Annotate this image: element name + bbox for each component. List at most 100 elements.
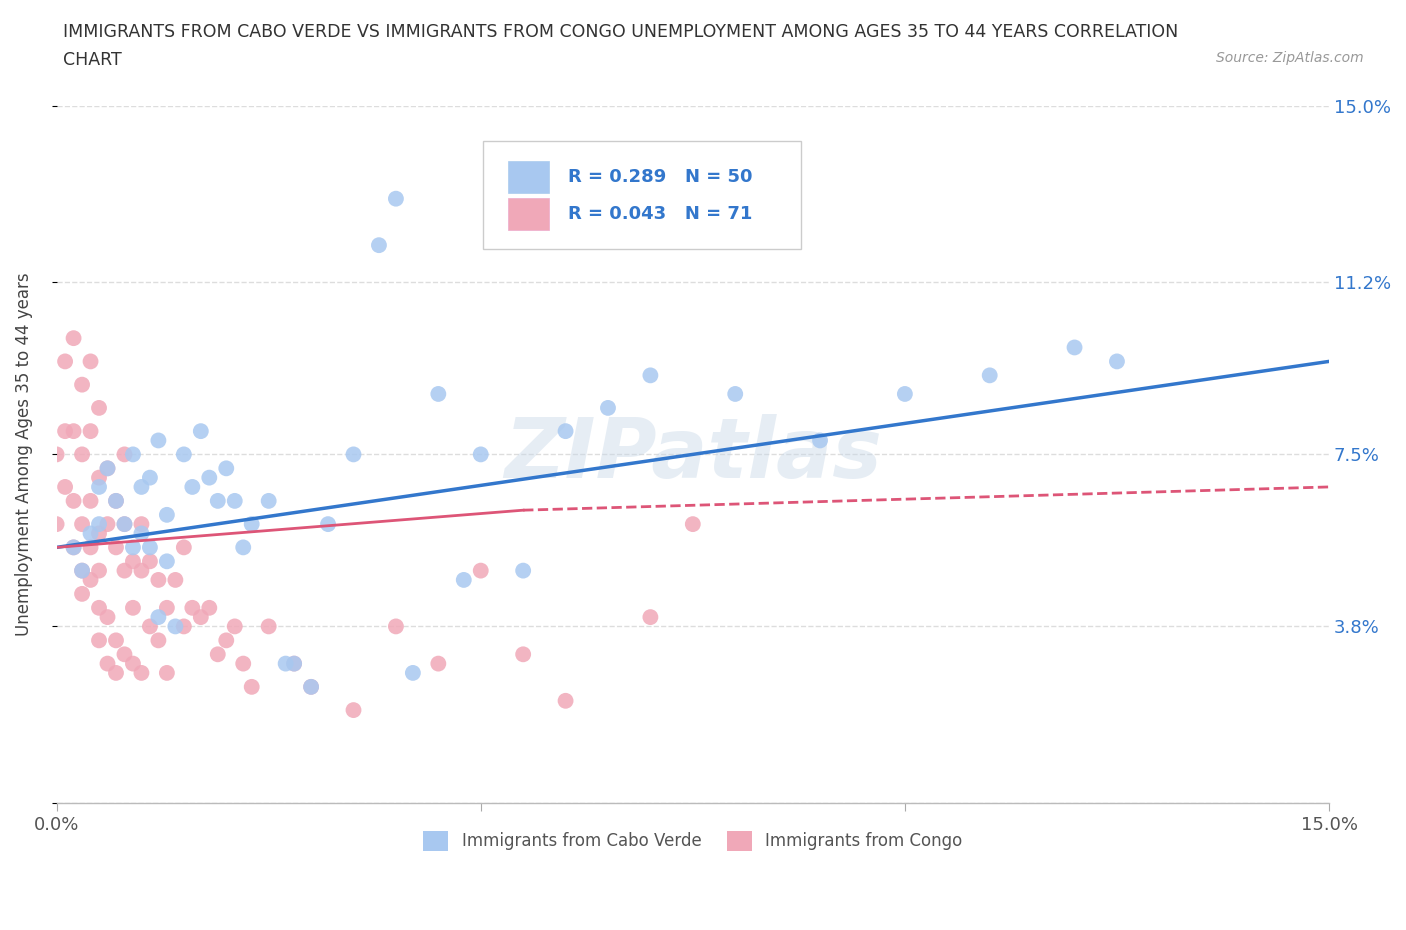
Point	[114, 447, 136, 462]
Point	[70, 587, 93, 602]
Point	[139, 619, 162, 634]
Point	[682, 517, 704, 532]
FancyBboxPatch shape	[482, 140, 801, 248]
Point	[96, 657, 118, 671]
Point	[104, 540, 127, 555]
Point	[181, 480, 204, 495]
Point	[190, 424, 212, 439]
Point	[283, 657, 305, 671]
Point	[156, 554, 179, 569]
Point	[640, 368, 662, 383]
Point	[257, 494, 280, 509]
Text: Source: ZipAtlas.com: Source: ZipAtlas.com	[1216, 51, 1364, 65]
Point	[96, 610, 118, 625]
Point	[62, 540, 84, 555]
Point	[79, 424, 101, 439]
Point	[79, 540, 101, 555]
Point	[62, 331, 84, 346]
Point	[316, 517, 339, 532]
Point	[53, 354, 76, 369]
Point	[139, 471, 162, 485]
Point	[156, 601, 179, 616]
Point	[114, 564, 136, 578]
Point	[1063, 340, 1085, 355]
Point	[70, 564, 93, 578]
Point	[122, 554, 145, 569]
Point	[427, 657, 450, 671]
Y-axis label: Unemployment Among Ages 35 to 44 years: Unemployment Among Ages 35 to 44 years	[15, 272, 32, 636]
Point	[198, 601, 221, 616]
Text: R = 0.043   N = 71: R = 0.043 N = 71	[568, 206, 752, 223]
Point	[181, 601, 204, 616]
Point	[640, 610, 662, 625]
Point	[104, 633, 127, 648]
Point	[470, 447, 492, 462]
Point	[87, 526, 110, 541]
Point	[240, 680, 263, 695]
Point	[402, 666, 425, 681]
Text: ZIPatlas: ZIPatlas	[503, 414, 882, 495]
Point	[299, 680, 322, 695]
Point	[96, 461, 118, 476]
Point	[87, 480, 110, 495]
Text: IMMIGRANTS FROM CABO VERDE VS IMMIGRANTS FROM CONGO UNEMPLOYMENT AMONG AGES 35 T: IMMIGRANTS FROM CABO VERDE VS IMMIGRANTS…	[63, 23, 1178, 41]
Text: CHART: CHART	[63, 51, 122, 69]
Point	[283, 657, 305, 671]
Point	[207, 494, 229, 509]
Point	[165, 619, 187, 634]
Point	[122, 657, 145, 671]
Point	[215, 461, 238, 476]
Point	[240, 517, 263, 532]
Point	[96, 517, 118, 532]
Point	[62, 494, 84, 509]
Point	[87, 564, 110, 578]
Point	[131, 526, 153, 541]
Point	[62, 540, 84, 555]
Point	[190, 610, 212, 625]
Point	[453, 573, 475, 588]
Point	[427, 387, 450, 402]
Point	[979, 368, 1001, 383]
Point	[385, 192, 408, 206]
Point	[512, 564, 534, 578]
Point	[894, 387, 917, 402]
Point	[122, 540, 145, 555]
Point	[131, 666, 153, 681]
Point	[173, 447, 195, 462]
Point	[342, 703, 364, 718]
Point	[224, 494, 246, 509]
Point	[165, 573, 187, 588]
Point	[87, 601, 110, 616]
Point	[224, 619, 246, 634]
Point	[724, 387, 747, 402]
Point	[45, 447, 67, 462]
Point	[198, 471, 221, 485]
Point	[53, 424, 76, 439]
Point	[114, 647, 136, 662]
Point	[104, 666, 127, 681]
Point	[156, 508, 179, 523]
Point	[470, 564, 492, 578]
Legend: Immigrants from Cabo Verde, Immigrants from Congo: Immigrants from Cabo Verde, Immigrants f…	[416, 824, 969, 857]
Point	[808, 433, 831, 448]
Point	[131, 517, 153, 532]
Point	[45, 517, 67, 532]
Point	[274, 657, 297, 671]
Point	[596, 401, 619, 416]
Point	[139, 540, 162, 555]
Text: R = 0.289   N = 50: R = 0.289 N = 50	[568, 167, 752, 186]
Point	[114, 517, 136, 532]
Point	[232, 657, 254, 671]
Point	[114, 517, 136, 532]
Point	[299, 680, 322, 695]
Point	[215, 633, 238, 648]
Point	[104, 494, 127, 509]
Point	[368, 238, 391, 253]
Point	[87, 401, 110, 416]
Point	[87, 633, 110, 648]
Point	[79, 526, 101, 541]
Point	[131, 480, 153, 495]
Point	[87, 471, 110, 485]
Point	[554, 694, 576, 709]
Point	[131, 564, 153, 578]
